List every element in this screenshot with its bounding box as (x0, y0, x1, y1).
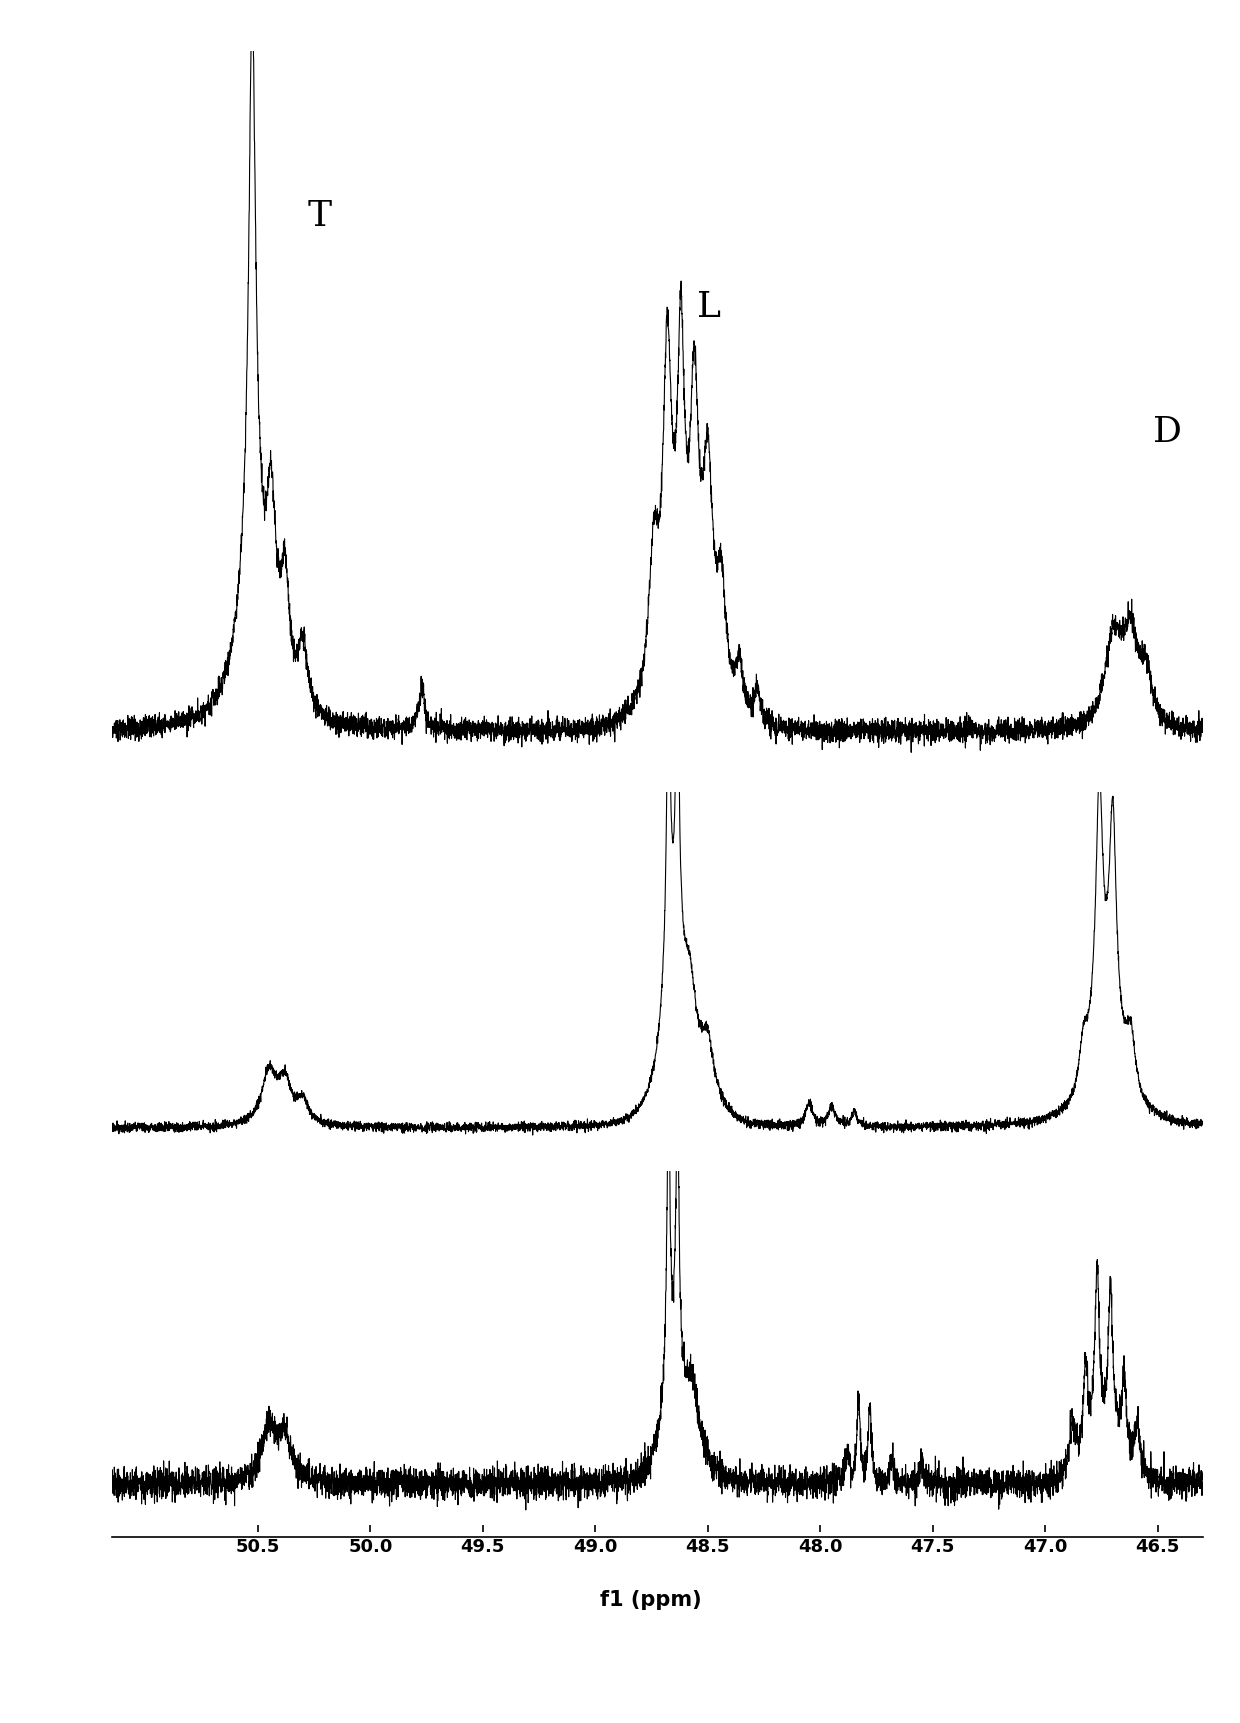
Text: L: L (697, 289, 720, 324)
Text: D: D (1153, 415, 1182, 450)
Text: f1 (ppm): f1 (ppm) (600, 1589, 702, 1609)
Text: T: T (308, 200, 331, 233)
